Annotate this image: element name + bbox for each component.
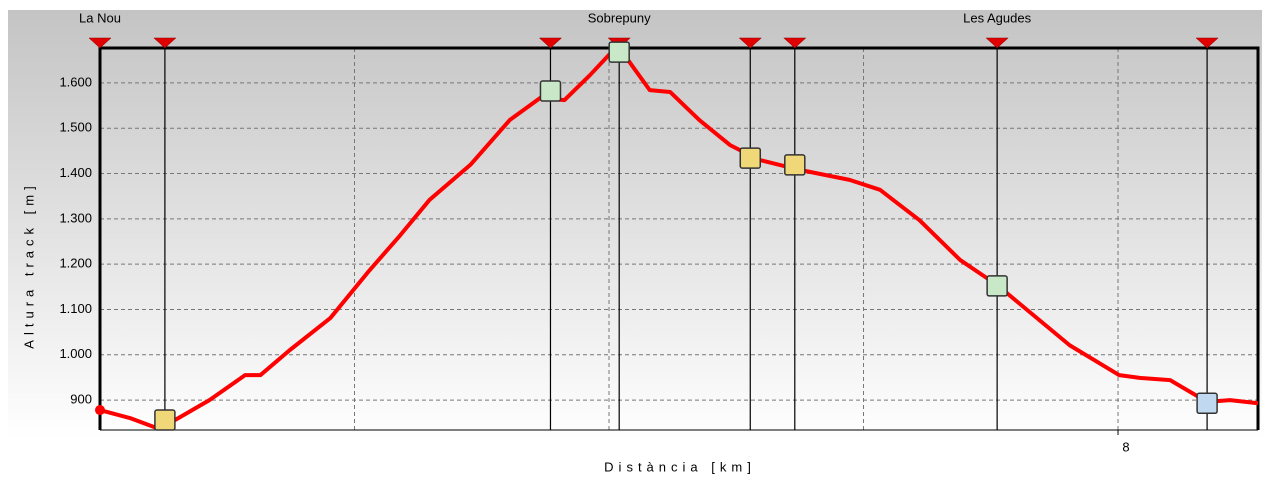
x-axis-label: Distància [km] [604,459,756,474]
waypoint-marker [784,154,806,176]
y-axis-label: Altura track [m] [21,181,36,348]
waypoint-flag [985,37,1009,49]
waypoint-label: Les Agudes [963,10,1031,25]
waypoint-marker [95,405,105,416]
waypoint-label: La Nou [79,10,121,25]
waypoint-marker [986,275,1008,297]
waypoint-label: Sobrepuny [588,10,651,25]
y-tick-label: 1.200 [59,256,92,271]
y-tick-label: 1.400 [59,165,92,180]
waypoint-marker [154,409,176,431]
waypoint-flag [88,37,112,49]
waypoint-flag [783,37,807,49]
y-tick-label: 1.600 [59,74,92,89]
waypoint-marker [608,41,630,63]
y-tick-label: 900 [70,392,92,407]
y-tick-label: 1.500 [59,120,92,135]
background [8,10,1262,440]
waypoint-marker [1196,392,1218,415]
waypoint-flag [738,37,762,49]
x-tick-label: 8 [1122,439,1129,454]
waypoint-marker [539,80,562,102]
y-tick-label: 1.300 [59,210,92,225]
waypoint-flag [153,37,177,49]
waypoint-flag [1195,37,1219,49]
y-tick-label: 1.100 [59,301,92,316]
track-line [99,50,1259,430]
y-tick-label: 1.000 [59,346,92,361]
waypoint-flag [538,37,563,49]
waypoint-marker [739,147,762,169]
